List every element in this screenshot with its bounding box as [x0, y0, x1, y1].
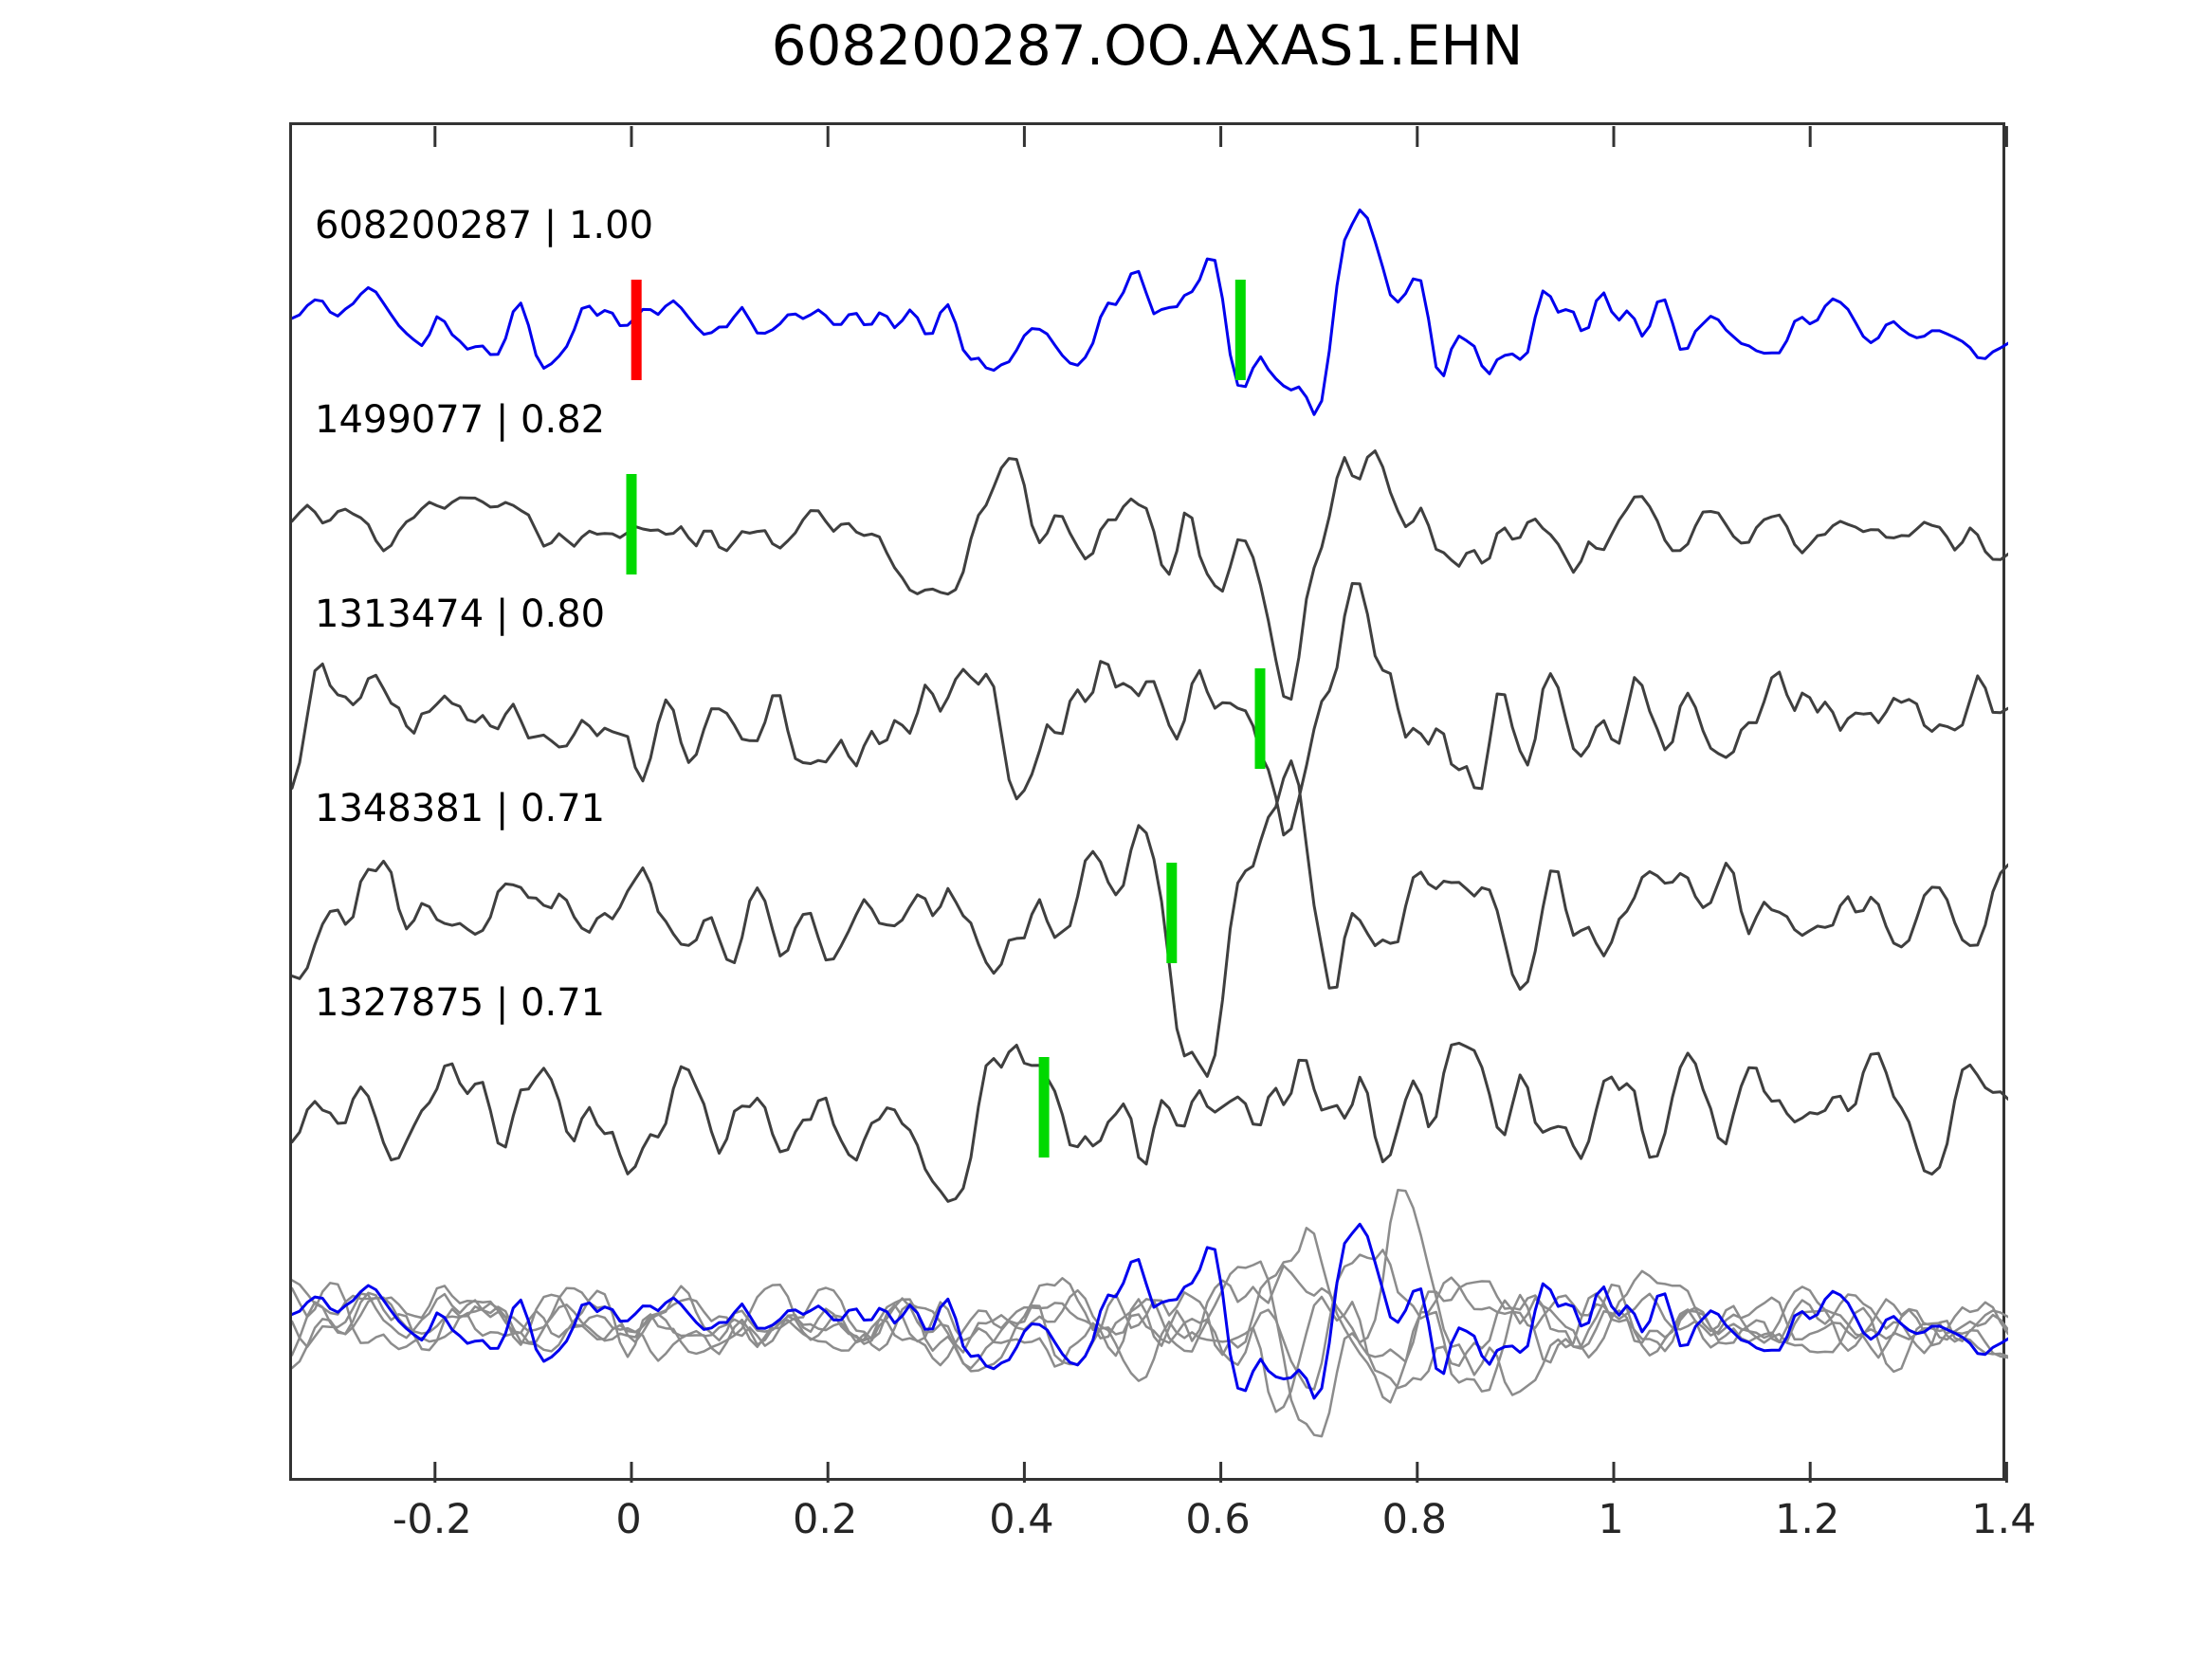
overlay-gray-trace	[292, 1188, 2008, 1438]
x-tick-label: 1.4	[1971, 1496, 2037, 1543]
pick-marker	[1166, 863, 1178, 963]
x-tick-label: 0.4	[989, 1496, 1054, 1543]
trace-label: 1499077 | 0.82	[315, 398, 606, 442]
trace-label: 1327875 | 0.71	[315, 981, 606, 1025]
pick-marker	[1254, 668, 1266, 769]
x-tick-label: 0	[615, 1496, 642, 1543]
x-tick-label: 0.2	[792, 1496, 858, 1543]
waveform-canvas	[292, 126, 2008, 1483]
x-tick-label: 0.8	[1381, 1496, 1447, 1543]
chart-title: 608200287.OO.AXAS1.EHN	[771, 13, 1524, 78]
overlay-template-trace	[292, 1222, 2008, 1400]
trace-1313474	[292, 582, 2008, 837]
trace-label: 1313474 | 0.80	[315, 592, 606, 636]
trace-label: 608200287 | 1.00	[315, 204, 654, 247]
plot-area	[289, 122, 2008, 1483]
pick-marker	[626, 474, 637, 574]
trace-1327875	[292, 1041, 2008, 1203]
x-tick-label: 0.6	[1185, 1496, 1251, 1543]
pick-marker	[1038, 1057, 1050, 1158]
x-tick-label: -0.2	[392, 1496, 472, 1543]
pick-marker	[631, 280, 642, 380]
overlay-gray-trace	[292, 1227, 2008, 1404]
pick-marker	[1234, 280, 1246, 380]
trace-1499077	[292, 449, 2008, 702]
trace-label: 1348381 | 0.71	[315, 787, 606, 830]
x-tick-label: 1.2	[1774, 1496, 1840, 1543]
trace-608200287	[292, 209, 2008, 416]
trace-1348381	[292, 759, 2008, 1078]
overlay-gray-trace	[292, 1277, 2008, 1413]
x-tick-label: 1	[1598, 1496, 1624, 1543]
